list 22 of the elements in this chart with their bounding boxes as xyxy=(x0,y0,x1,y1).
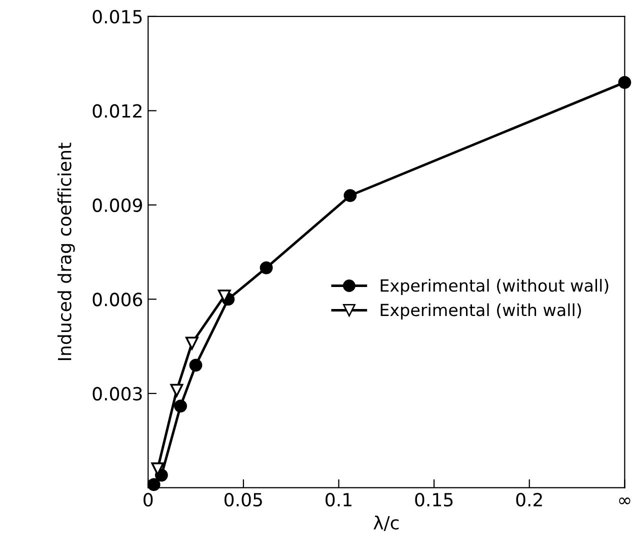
point xyxy=(189,358,202,372)
x-tick-label: 0 xyxy=(144,492,153,507)
x-tick-label: 0.1 xyxy=(326,492,352,507)
point xyxy=(174,400,187,412)
point xyxy=(260,261,273,274)
x-tick-label: 0.05 xyxy=(224,492,262,507)
point xyxy=(344,189,357,202)
x-tick-label: 0.2 xyxy=(516,492,542,507)
y-tick-label: 0.009 xyxy=(92,198,142,212)
x-tick-label: ∞ xyxy=(619,498,630,504)
x-tick-label: 0.15 xyxy=(415,492,453,507)
y-axis-title: Induced drag coefficient xyxy=(57,142,75,360)
y-tick-label: 0.003 xyxy=(92,386,142,401)
point xyxy=(170,384,184,397)
legend-label: Experimental (without wall) xyxy=(380,278,608,296)
point xyxy=(186,336,198,350)
legend-label: Experimental (with wall) xyxy=(380,303,581,320)
x-axis-title: λ/c xyxy=(374,516,399,532)
y-tick-label: 0.012 xyxy=(92,104,142,118)
y-tick-label: 0.015 xyxy=(92,10,142,24)
y-tick-label: 0.006 xyxy=(92,292,142,306)
point xyxy=(618,76,632,89)
